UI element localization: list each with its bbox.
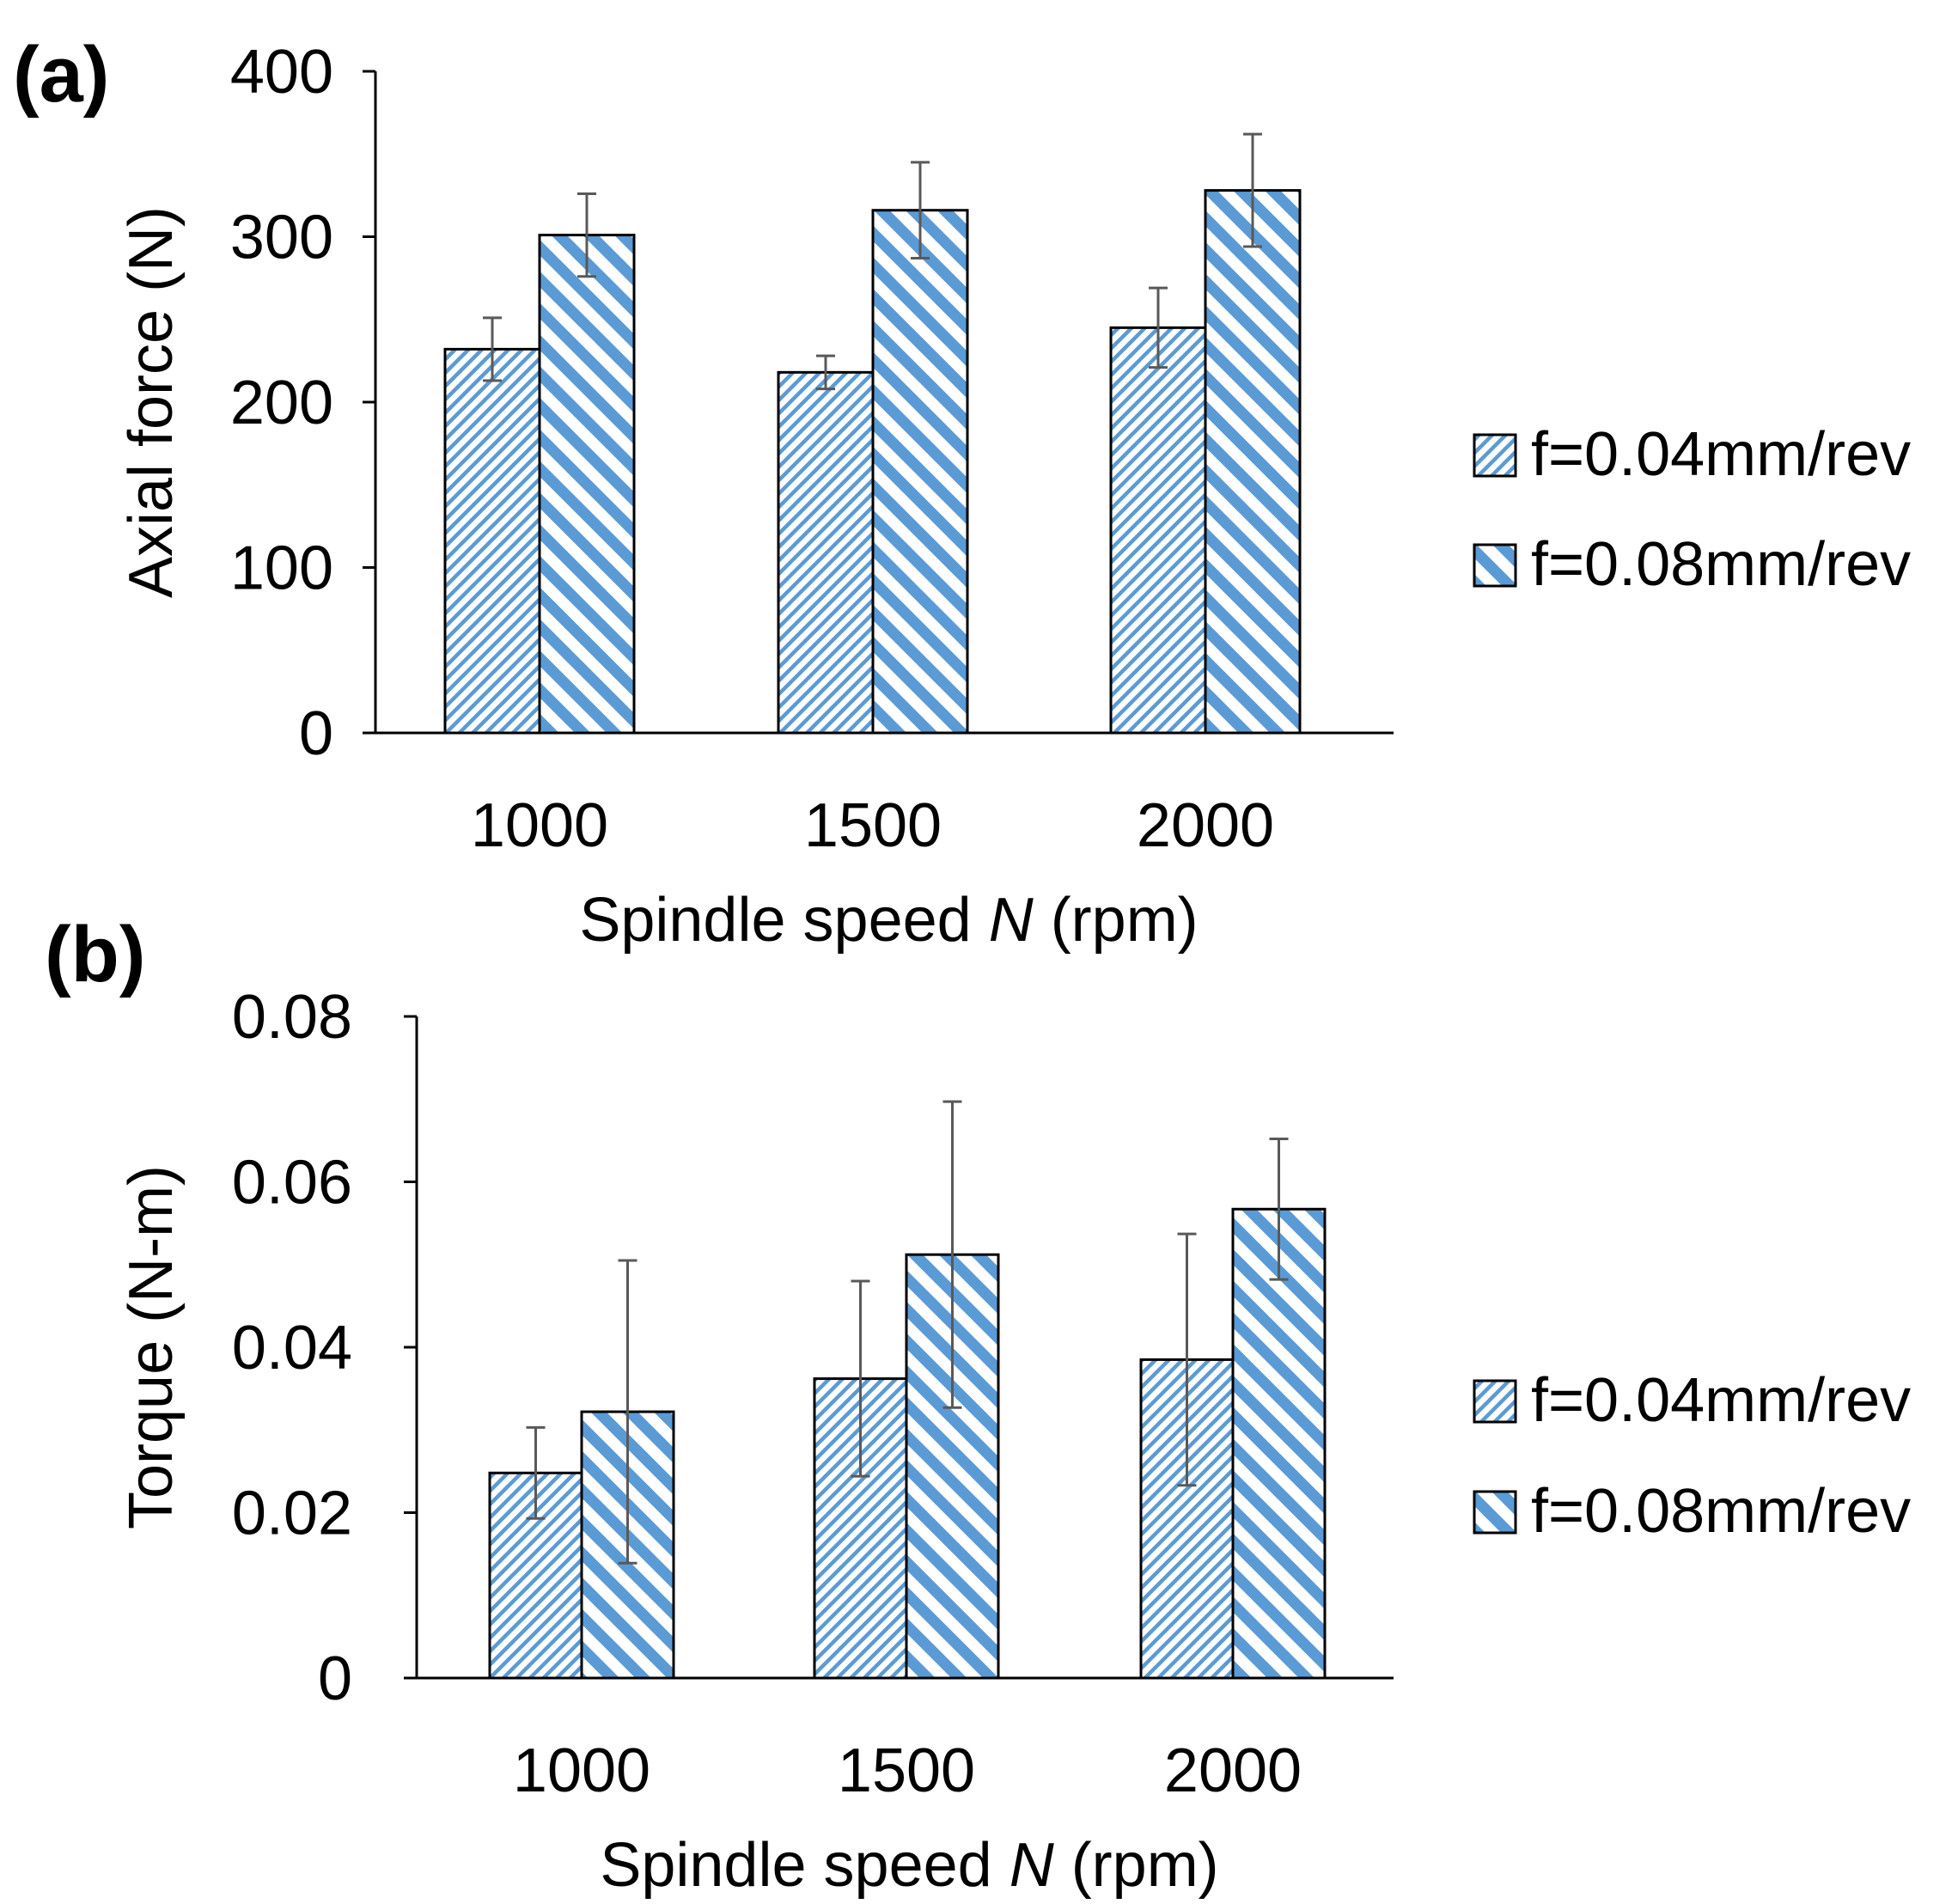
legend-label-series-2: f=0.08mm/rev: [1531, 530, 1911, 599]
legend: f=0.04mm/rev f=0.08mm/rev: [1473, 420, 1911, 599]
legend: f=0.04mm/rev f=0.08mm/rev: [1473, 1366, 1911, 1546]
legend-swatch-series-1: [1473, 1379, 1517, 1424]
y-tick-label: 0: [318, 1645, 352, 1713]
chart-container: (a) 0 100 200 300 400 1000 1500 2000 Spindle spee…: [13, 31, 1911, 1900]
y-tick-label: 400: [230, 38, 333, 107]
x-category-label: 2000: [1137, 791, 1274, 860]
x-axis-title-prefix: Spindle speed: [600, 1831, 1009, 1900]
y-tick-label: 0.08: [232, 983, 352, 1052]
chart-panel-b: (b) 0 0.02 0.04 0.06 0.08 1000 1500 2000 Spindle …: [45, 911, 1911, 1900]
x-category-label: 1000: [471, 791, 608, 860]
chart-panel-a: (a) 0 100 200 300 400 1000 1500 2000 Spindle spee…: [13, 31, 1911, 955]
x-category-label: 1500: [804, 791, 942, 860]
legend-label-series-2: f=0.08mm/rev: [1531, 1477, 1911, 1546]
legend-label-series-1: f=0.04mm/rev: [1531, 420, 1911, 489]
x-category-label: 2000: [1164, 1736, 1302, 1805]
bar-2000-series-2: [1204, 189, 1302, 735]
bar-2000-series-1: [1109, 326, 1207, 735]
y-tick-label: 0: [299, 699, 333, 768]
panel-label: (b): [45, 911, 145, 998]
bar-2000-series-2: [1231, 1207, 1327, 1680]
y-tick-label: 0.06: [232, 1149, 352, 1217]
legend-swatch-series-2: [1473, 543, 1517, 588]
x-axis-title-unit: (rpm): [1054, 1831, 1219, 1900]
bar-1000-series-1: [443, 347, 541, 735]
y-tick-label: 200: [230, 369, 333, 437]
x-category-label: 1500: [838, 1736, 975, 1805]
x-axis-title: Spindle speed N (rpm): [579, 886, 1198, 955]
legend-label-series-1: f=0.04mm/rev: [1531, 1366, 1911, 1435]
legend-swatch-series-2: [1473, 1490, 1517, 1535]
x-axis-title-prefix: Spindle speed: [579, 886, 988, 955]
legend-swatch-series-1: [1473, 433, 1517, 478]
x-category-label: 1000: [513, 1736, 650, 1805]
x-axis-title-variable: N: [1009, 1831, 1055, 1900]
y-tick-label: 0.02: [232, 1480, 352, 1548]
y-tick-label: 300: [230, 204, 333, 272]
x-axis-title-unit: (rpm): [1034, 886, 1199, 955]
bar-1000-series-2: [538, 234, 636, 735]
y-axis-title: Torque (N-m): [117, 1165, 186, 1529]
panel-label: (a): [13, 31, 109, 119]
bar-1500-series-2: [871, 209, 969, 735]
y-tick-label: 0.04: [232, 1314, 352, 1382]
bar-1500-series-1: [777, 370, 875, 735]
x-axis-title: Spindle speed N (rpm): [600, 1831, 1218, 1900]
y-tick-label: 100: [230, 534, 333, 603]
y-axis-title: Axial force (N): [117, 206, 186, 598]
x-axis-title-variable: N: [989, 886, 1034, 955]
